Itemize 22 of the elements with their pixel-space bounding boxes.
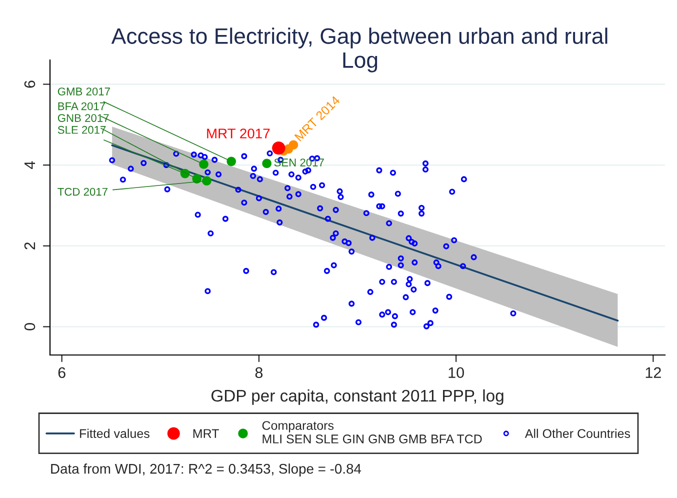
chart-title: Access to Electricity, Gap between urban and rural	[111, 28, 608, 48]
legend-label: MRT	[193, 429, 219, 438]
chart-subtitle: Log	[343, 52, 378, 72]
x-tick-label: 10	[448, 367, 464, 378]
data-label: SEN 2017	[274, 158, 324, 166]
x-tick-label: 8	[255, 367, 263, 378]
x-tick-label: 6	[58, 367, 66, 378]
legend-label: Fitted values	[80, 428, 150, 438]
y-tick-label: 2	[24, 242, 36, 250]
x-axis-title: GDP per capita, constant 2011 PPP, log	[211, 389, 504, 405]
data-label: SLE 2017	[58, 126, 106, 134]
y-tick-label: 6	[24, 80, 36, 88]
y-tick-label: 0	[24, 323, 36, 330]
y-tick-label: 4	[24, 161, 36, 169]
x-tick-label: 12	[646, 367, 661, 378]
text: Data from WDI, 2017: R^2 = 0.3453, Slope = -0.84	[51, 464, 362, 476]
legend-label: Comparators MLI SEN SLE GIN GNB GMB BFA TCD	[262, 421, 482, 444]
data-label: BFA 2017	[58, 102, 106, 110]
data-label: TCD 2017	[58, 188, 108, 196]
legend-label: All Other Countries	[524, 428, 630, 438]
data-label: MRT 2017	[207, 128, 270, 138]
data-label: GMB 2017	[58, 88, 110, 96]
